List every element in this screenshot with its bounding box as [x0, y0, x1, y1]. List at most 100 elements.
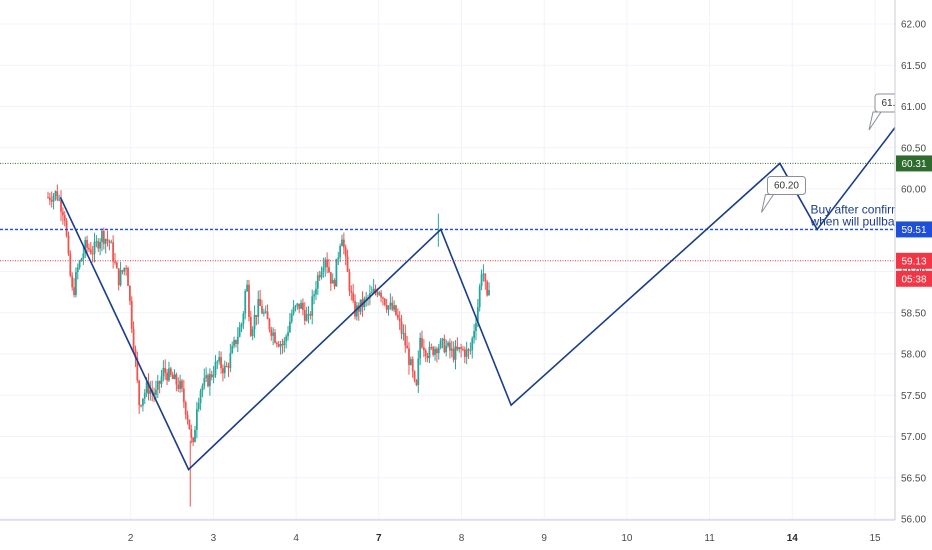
candle-up [315, 288, 317, 295]
candle-up [331, 280, 334, 284]
note-text-line: when will pullback [809, 214, 907, 228]
candle-down [303, 309, 306, 321]
candle-up [365, 297, 368, 299]
candle-down [443, 338, 446, 353]
candle-up [101, 231, 103, 242]
candle-up [84, 239, 87, 254]
candle-down [380, 292, 382, 298]
candle-up [441, 338, 444, 341]
candle-up [233, 339, 235, 346]
x-tick-label: 9 [541, 533, 547, 544]
candle-down [177, 384, 180, 389]
candle-down [396, 314, 399, 319]
candle-down [125, 267, 128, 269]
callout-text: 61.20 [881, 98, 906, 109]
candle-up [389, 302, 392, 306]
candle-up [307, 314, 310, 316]
candle-up [475, 322, 477, 332]
candle-up [75, 271, 77, 296]
candle-up [208, 374, 211, 387]
y-tick-label: 58.50 [901, 308, 926, 319]
candle-down [89, 249, 92, 254]
candle-up [476, 307, 479, 323]
candle-down [192, 437, 195, 443]
candle-down [435, 348, 438, 354]
candle-down [406, 345, 409, 349]
candle-up [458, 347, 461, 350]
candle-up [445, 345, 448, 353]
candle-up [450, 348, 453, 351]
candle-down [277, 344, 280, 347]
candle-up [341, 239, 343, 247]
candle-up [262, 312, 265, 314]
candle-up [393, 305, 395, 310]
candle-down [138, 380, 141, 406]
candle-down [344, 247, 347, 257]
candle-up [454, 346, 457, 360]
candle-down [182, 388, 185, 403]
candle-down [166, 372, 168, 381]
candle-up [469, 350, 472, 352]
candle-down [207, 375, 209, 387]
candle-down [318, 275, 321, 278]
candle-up [294, 305, 297, 307]
candle-down [117, 268, 120, 286]
candle-up [195, 409, 198, 430]
candle-up [162, 368, 165, 377]
candle-down [456, 346, 459, 350]
candle-up [322, 267, 325, 272]
candle-down [225, 365, 228, 367]
candle-down [115, 262, 118, 269]
candle-up [80, 258, 83, 262]
price-callout: 60.20 [761, 176, 806, 213]
candle-up [99, 241, 102, 249]
x-tick-label: 4 [293, 533, 299, 544]
candle-down [452, 348, 455, 360]
candle-down [61, 211, 64, 216]
candle-up [173, 374, 176, 379]
candle-up [155, 389, 157, 396]
candle-down [188, 419, 191, 430]
candle-up [370, 292, 373, 294]
candle-down [421, 337, 423, 348]
candle-up [160, 376, 163, 384]
candle-down [147, 382, 150, 394]
x-axis-ticks[interactable]: 2 3 4 7 8 9 10 11 14 15 [128, 533, 881, 544]
candle-up [409, 359, 412, 365]
candle-up [240, 324, 243, 328]
candle-down [266, 311, 269, 320]
candle-up [428, 347, 431, 358]
candle-down [268, 319, 271, 330]
candle-down [106, 239, 109, 241]
candle-up [465, 349, 468, 357]
candle-down [114, 261, 116, 263]
pattern-line [59, 77, 932, 471]
candle-down [47, 197, 49, 199]
candle-up [95, 241, 98, 243]
candle-down [274, 332, 276, 343]
candle-up [272, 332, 275, 336]
candle-down [383, 298, 386, 305]
candle-down [102, 231, 105, 244]
candle-up [292, 306, 295, 314]
callout-pointer [761, 194, 775, 213]
candle-up [156, 381, 159, 390]
candle-up [257, 299, 260, 317]
candle-down [140, 405, 142, 407]
candle-down [97, 241, 100, 249]
candle-down [328, 267, 330, 273]
candle-down [184, 402, 187, 415]
candle-up [246, 284, 249, 292]
candle-down [63, 215, 66, 221]
candle-up [290, 313, 293, 322]
candle-up [236, 336, 239, 344]
candle-down [376, 291, 379, 295]
candle-up [387, 305, 390, 310]
candle-up [320, 271, 323, 278]
candle-up [194, 429, 196, 443]
candle-up [471, 338, 474, 351]
candle-down [382, 297, 384, 299]
candle-down [333, 280, 336, 287]
candle-up [110, 242, 113, 244]
